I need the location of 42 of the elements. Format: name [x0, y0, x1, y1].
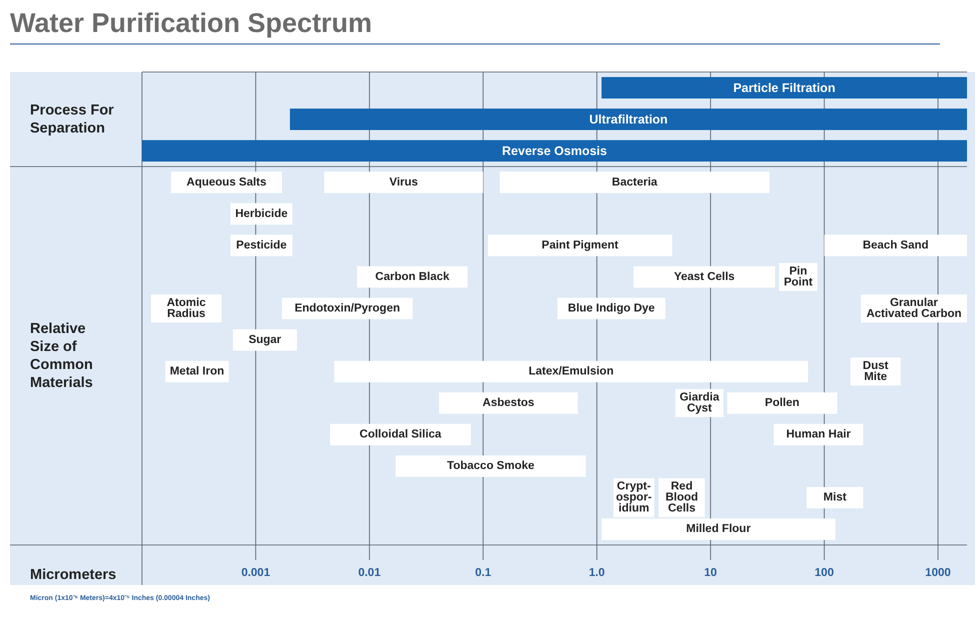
series-label: Aqueous Salts: [186, 176, 266, 188]
x-tick-label: 1.0: [588, 567, 605, 579]
series-label: Red Blood Cells: [665, 480, 698, 515]
series-label: Endotoxin/Pyrogen: [294, 302, 400, 314]
series-label: Blue Indigo Dye: [568, 302, 655, 314]
series-label: Yeast Cells: [674, 270, 735, 283]
series-label: Milled Flour: [686, 523, 752, 536]
series-label: Pesticide: [236, 239, 287, 252]
series-label: Carbon Black: [375, 270, 450, 283]
series-label: Human Hair: [786, 428, 852, 441]
series-label: Giardia Cyst: [680, 392, 720, 415]
series-label: Beach Sand: [862, 239, 929, 252]
series-label: Sugar: [248, 334, 282, 346]
series-label: Herbicide: [235, 208, 288, 220]
x-tick-label: 0.001: [241, 567, 271, 579]
x-tick-label: 10: [704, 567, 717, 579]
series-label: Tobacco Smoke: [447, 460, 534, 472]
x-tick-label: 0.1: [475, 567, 492, 579]
series-label: Ultrafiltration: [589, 112, 668, 126]
series-label: Dust Mite: [862, 360, 889, 384]
series-label: Colloidal Silica: [360, 428, 442, 441]
series-label: Mist: [823, 492, 847, 504]
series-label: Asbestos: [482, 397, 534, 410]
series-label: Crypt- ospor- idium: [616, 480, 652, 515]
text: Relative Size of Common Materials: [30, 320, 93, 391]
x-tick-label: 100: [814, 567, 834, 579]
series-label: Granular Activated Carbon: [866, 297, 962, 320]
series-label: Bacteria: [612, 176, 658, 188]
text: Process For Separation: [30, 102, 114, 136]
series-label: Particle Filtration: [733, 80, 836, 95]
series-label: Virus: [389, 176, 418, 188]
series-label: Reverse Osmosis: [502, 144, 608, 158]
series-label: Paint Pigment: [542, 239, 619, 252]
x-tick-label: 1000: [925, 567, 951, 579]
series-label: Pollen: [764, 397, 800, 410]
series-label: Pin Point: [784, 265, 813, 288]
series-label: Atomic Radius: [166, 297, 206, 320]
x-axis-title: Micrometers: [30, 567, 116, 583]
series-label: Latex/Emulsion: [528, 366, 614, 378]
series-label: Metal Iron: [170, 366, 224, 378]
x-tick-label: 0.01: [358, 567, 382, 579]
chart-title: Water Purification Spectrum: [10, 8, 372, 38]
